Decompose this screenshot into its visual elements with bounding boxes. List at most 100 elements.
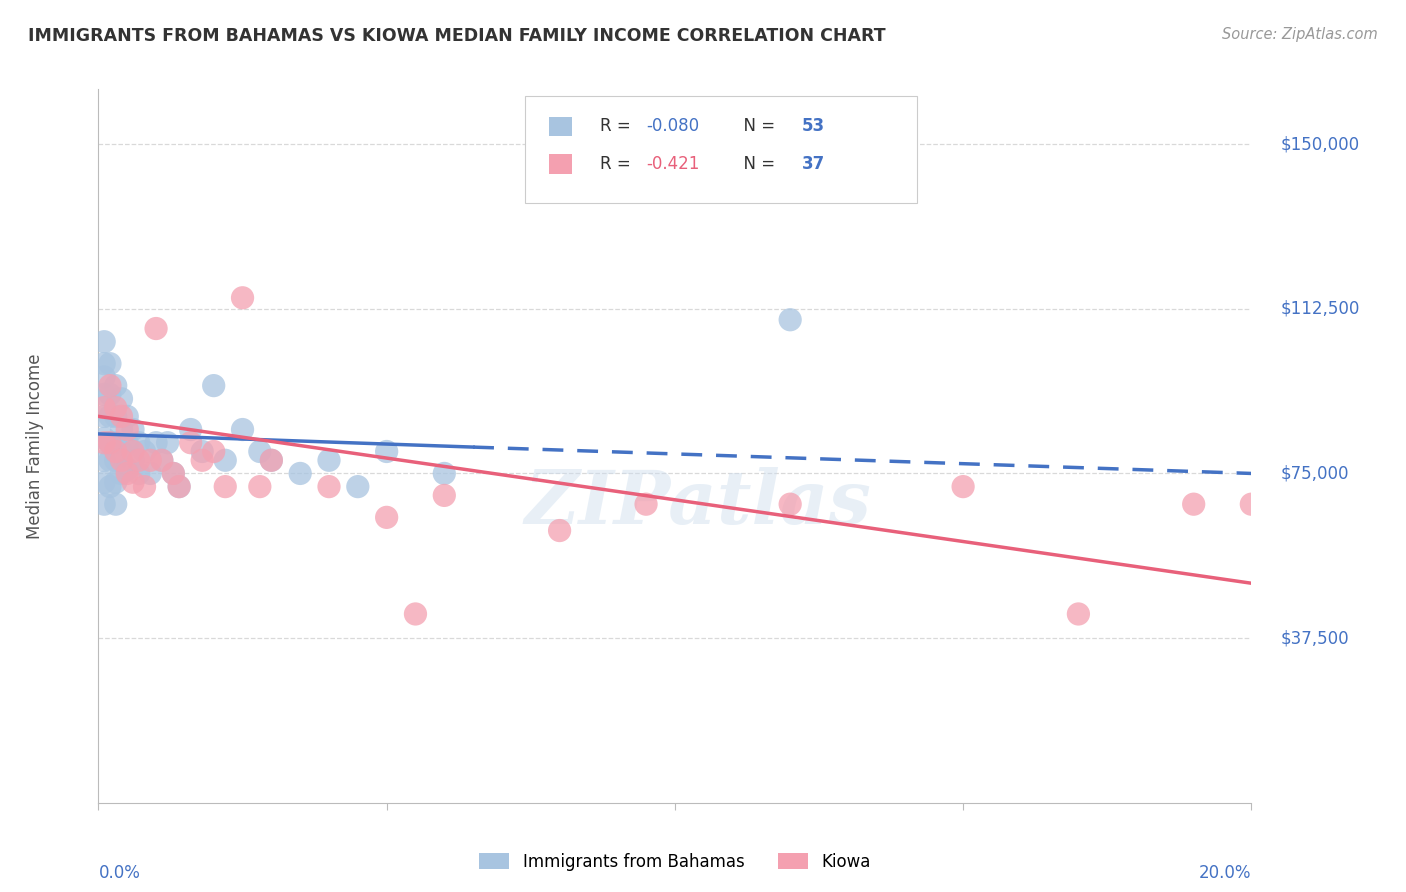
Point: [202, 378, 225, 392]
Point: [180, 435, 202, 450]
Text: 37: 37: [801, 155, 825, 173]
Point: [145, 321, 167, 335]
Point: [104, 453, 127, 467]
Point: [117, 409, 138, 424]
Point: [1067, 607, 1090, 621]
Text: 20.0%: 20.0%: [1199, 864, 1251, 882]
Point: [104, 475, 127, 490]
Point: [98, 435, 121, 450]
Point: [93, 369, 115, 384]
Point: [636, 497, 658, 511]
Point: [156, 435, 179, 450]
Point: [145, 435, 167, 450]
Point: [231, 291, 254, 305]
Point: [122, 444, 145, 458]
Point: [167, 480, 190, 494]
Point: [93, 409, 115, 424]
Point: [779, 312, 801, 326]
Point: [93, 475, 115, 490]
Point: [110, 423, 132, 437]
FancyBboxPatch shape: [524, 96, 917, 203]
Point: [104, 497, 127, 511]
Point: [318, 453, 340, 467]
Point: [98, 480, 121, 494]
Point: [433, 467, 456, 481]
Text: -0.421: -0.421: [647, 155, 699, 173]
Point: [122, 453, 145, 467]
Point: [117, 423, 138, 437]
Point: [93, 387, 115, 401]
Point: [110, 444, 132, 458]
Point: [104, 444, 127, 458]
Point: [122, 423, 145, 437]
Point: [98, 453, 121, 467]
Point: [231, 423, 254, 437]
Point: [167, 480, 190, 494]
Point: [98, 435, 121, 450]
Text: ZIPatlas: ZIPatlas: [524, 467, 872, 540]
Point: [104, 401, 127, 415]
Point: [346, 480, 368, 494]
Text: 53: 53: [801, 118, 825, 136]
Point: [93, 497, 115, 511]
Point: [1182, 497, 1205, 511]
Point: [150, 453, 173, 467]
Point: [110, 409, 132, 424]
Point: [98, 357, 121, 371]
Point: [606, 181, 628, 195]
Point: [110, 467, 132, 481]
Point: [104, 378, 127, 392]
Point: [117, 462, 138, 476]
Point: [214, 453, 236, 467]
Text: $75,000: $75,000: [1281, 465, 1348, 483]
Point: [952, 480, 974, 494]
Point: [139, 467, 162, 481]
Point: [93, 431, 115, 445]
FancyBboxPatch shape: [550, 117, 572, 136]
Point: [134, 444, 156, 458]
Point: [98, 378, 121, 392]
Text: N =: N =: [733, 118, 780, 136]
Point: [162, 467, 184, 481]
Point: [139, 453, 162, 467]
Point: [260, 453, 283, 467]
Point: [104, 409, 127, 424]
Text: R =: R =: [600, 155, 636, 173]
Point: [93, 453, 115, 467]
Point: [93, 401, 115, 415]
Point: [128, 467, 150, 481]
Point: [375, 444, 398, 458]
Point: [98, 409, 121, 424]
Text: Median Family Income: Median Family Income: [25, 353, 44, 539]
Point: [191, 444, 214, 458]
Point: [249, 480, 271, 494]
Legend: Immigrants from Bahamas, Kiowa: Immigrants from Bahamas, Kiowa: [471, 845, 879, 880]
Point: [202, 444, 225, 458]
FancyBboxPatch shape: [550, 154, 572, 174]
Point: [134, 480, 156, 494]
Point: [375, 510, 398, 524]
Text: N =: N =: [733, 155, 780, 173]
Text: Source: ZipAtlas.com: Source: ZipAtlas.com: [1222, 27, 1378, 42]
Text: R =: R =: [600, 118, 636, 136]
Point: [405, 607, 427, 621]
Point: [93, 435, 115, 450]
Point: [162, 467, 184, 481]
Text: 0.0%: 0.0%: [98, 864, 141, 882]
Point: [318, 480, 340, 494]
Text: $112,500: $112,500: [1281, 300, 1360, 318]
Point: [191, 453, 214, 467]
Text: $37,500: $37,500: [1281, 629, 1348, 647]
Point: [104, 435, 127, 450]
Point: [128, 435, 150, 450]
Point: [110, 453, 132, 467]
Point: [260, 453, 283, 467]
Point: [117, 467, 138, 481]
Point: [1240, 497, 1263, 511]
Point: [548, 524, 571, 538]
Text: IMMIGRANTS FROM BAHAMAS VS KIOWA MEDIAN FAMILY INCOME CORRELATION CHART: IMMIGRANTS FROM BAHAMAS VS KIOWA MEDIAN …: [28, 27, 886, 45]
Point: [433, 488, 456, 502]
Point: [779, 497, 801, 511]
Point: [150, 453, 173, 467]
Point: [93, 357, 115, 371]
